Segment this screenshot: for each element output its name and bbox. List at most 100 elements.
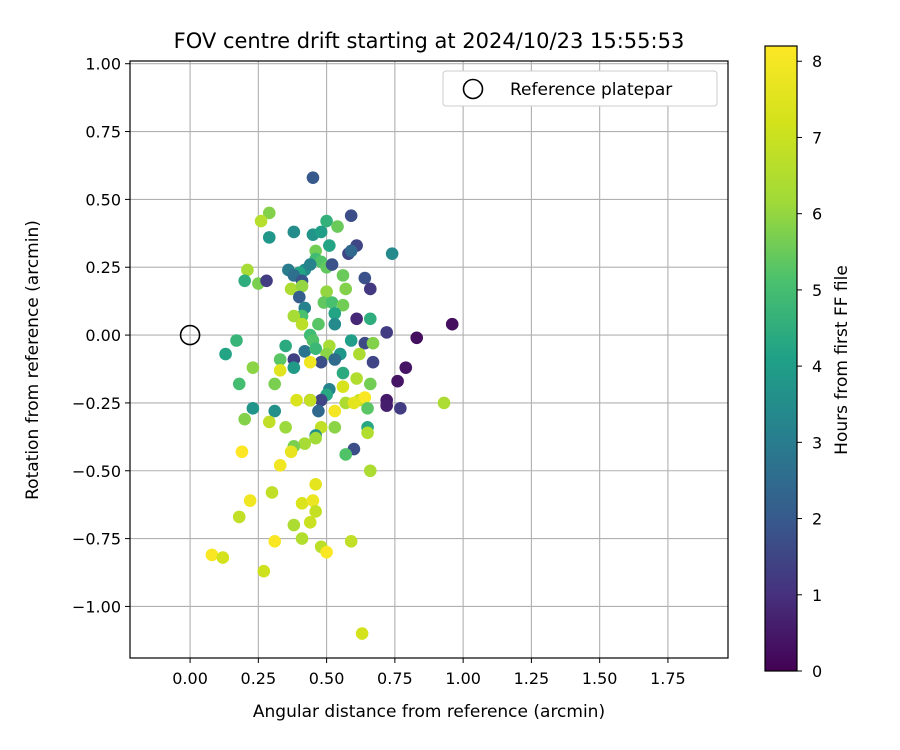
- data-point: [235, 445, 249, 459]
- data-point: [385, 247, 399, 260]
- y-tick-label: −0.75: [72, 530, 121, 549]
- y-tick-label: −1.00: [72, 597, 121, 616]
- data-point: [295, 317, 309, 331]
- colorbar: 0 1 2 3 4 5 6 7 8 Hours from first FF file: [764, 45, 852, 681]
- data-point: [287, 518, 301, 532]
- data-point: [339, 282, 353, 296]
- data-point: [205, 548, 219, 562]
- data-point: [410, 331, 424, 345]
- data-point: [303, 258, 317, 271]
- data-point: [306, 171, 320, 184]
- chart-title: FOV centre drift starting at 2024/10/23 …: [174, 29, 685, 53]
- y-tick-label: 0.00: [85, 326, 121, 345]
- x-axis-ticks: 0.00 0.25 0.50 0.75 1.00 1.25 1.50 1.75: [172, 658, 686, 688]
- data-point: [328, 307, 342, 320]
- data-point: [363, 312, 377, 326]
- data-point: [273, 353, 287, 366]
- data-point: [260, 274, 273, 288]
- data-point: [361, 402, 374, 415]
- colorbar-label: Hours from first FF file: [832, 265, 852, 455]
- data-point: [314, 225, 328, 239]
- colorbar-tick-label: 0: [812, 662, 822, 681]
- data-point: [445, 317, 459, 331]
- data-point: [366, 355, 380, 369]
- colorbar-tick-label: 8: [812, 52, 822, 71]
- data-point: [361, 426, 374, 440]
- data-point: [314, 355, 328, 369]
- data-point: [380, 399, 393, 412]
- data-point: [309, 478, 322, 491]
- data-point: [312, 404, 325, 418]
- data-point: [216, 551, 230, 564]
- colorbar-tick-label: 6: [812, 205, 822, 224]
- plot-area: [129, 60, 729, 659]
- data-point: [344, 209, 358, 222]
- data-point: [309, 342, 322, 355]
- data-point: [273, 364, 287, 377]
- grid-lines: [130, 61, 728, 658]
- data-point: [254, 214, 268, 228]
- y-tick-label: 1.00: [85, 55, 121, 74]
- data-point: [344, 334, 358, 347]
- data-point: [323, 239, 336, 252]
- data-point: [262, 206, 276, 220]
- colorbar-tick-label: 7: [812, 128, 822, 147]
- data-point: [273, 459, 287, 472]
- data-point: [287, 361, 301, 374]
- plot-border: [129, 60, 729, 659]
- data-point: [437, 396, 451, 410]
- data-point: [314, 393, 328, 407]
- data-point: [350, 372, 363, 385]
- data-point: [268, 535, 282, 548]
- data-point: [328, 353, 342, 366]
- data-point: [287, 225, 301, 239]
- data-point: [394, 402, 407, 415]
- legend: Reference platepar: [442, 70, 718, 107]
- data-point: [336, 366, 350, 380]
- data-point: [358, 391, 372, 404]
- data-point: [336, 380, 350, 393]
- colorbar-tick-label: 5: [812, 281, 822, 300]
- data-point: [355, 627, 369, 640]
- y-axis-label: Rotation from reference (arcmin): [23, 220, 43, 500]
- x-tick-label: 0.75: [377, 669, 413, 688]
- legend-label: Reference platepar: [510, 80, 672, 100]
- data-point: [363, 282, 377, 296]
- data-point: [339, 448, 353, 461]
- data-point: [353, 347, 366, 361]
- data-point: [284, 445, 298, 459]
- x-tick-label: 1.75: [650, 669, 686, 688]
- data-point: [309, 431, 322, 445]
- data-point: [268, 404, 282, 418]
- data-point: [246, 361, 260, 374]
- data-point: [298, 437, 312, 450]
- y-tick-label: −0.25: [72, 394, 121, 413]
- data-point: [241, 263, 254, 277]
- data-points: [205, 171, 459, 640]
- data-point: [287, 309, 301, 323]
- data-point: [363, 464, 377, 478]
- data-point: [295, 279, 309, 293]
- x-tick-label: 1.00: [445, 669, 481, 688]
- legend-reference-marker: [462, 78, 484, 100]
- plot-frame: [130, 61, 728, 658]
- data-point: [230, 334, 243, 347]
- data-point: [295, 497, 309, 510]
- x-tick-label: 0.00: [172, 669, 208, 688]
- data-point: [331, 220, 344, 233]
- data-point: [295, 532, 309, 545]
- y-tick-label: 0.25: [85, 258, 121, 277]
- x-tick-label: 0.25: [241, 669, 277, 688]
- data-point: [350, 312, 363, 326]
- reference-platepar-marker: [179, 324, 201, 346]
- data-point: [344, 244, 358, 258]
- data-point: [363, 377, 377, 391]
- data-point: [243, 494, 257, 507]
- data-point: [279, 339, 292, 353]
- data-point: [328, 421, 342, 434]
- x-axis-label: Angular distance from reference (arcmin): [253, 702, 605, 722]
- data-point: [303, 516, 317, 529]
- data-point: [238, 412, 251, 426]
- data-point: [284, 282, 298, 296]
